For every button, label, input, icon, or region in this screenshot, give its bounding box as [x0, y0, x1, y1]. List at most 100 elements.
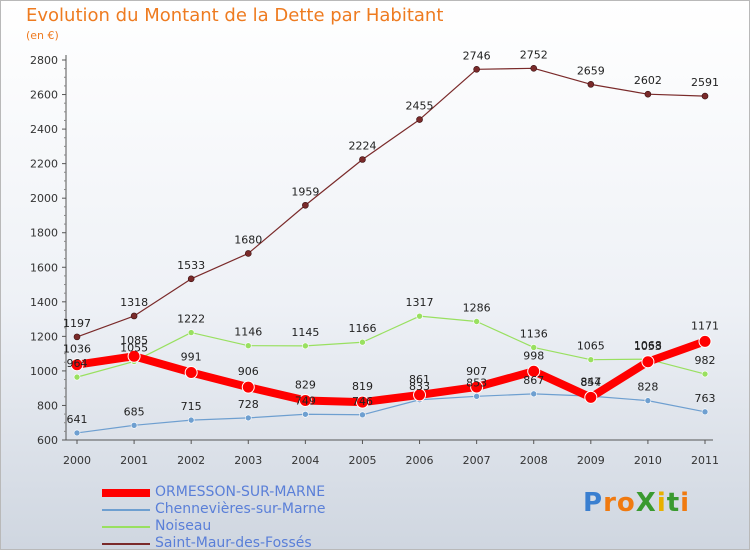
series-line-1	[76, 393, 706, 434]
data-point	[530, 390, 538, 398]
x-tick-label: 2004	[291, 454, 319, 467]
data-point	[187, 329, 195, 336]
data-label: 728	[238, 398, 259, 411]
data-label: 746	[352, 395, 373, 408]
logo-letter: i	[680, 488, 691, 518]
data-point	[302, 201, 309, 209]
data-point	[473, 66, 480, 73]
x-tick-label: 2001	[120, 454, 148, 467]
data-point	[130, 312, 138, 320]
data-label: 854	[580, 376, 601, 389]
data-point	[530, 344, 538, 351]
data-label: 1085	[120, 334, 148, 347]
legend-swatch	[102, 489, 150, 497]
data-point	[244, 250, 252, 257]
data-label: 819	[352, 380, 373, 393]
data-point	[701, 408, 709, 416]
data-label: 1136	[520, 327, 548, 340]
data-label: 1146	[234, 326, 262, 339]
data-label: 2224	[348, 139, 376, 152]
data-point	[130, 422, 138, 429]
legend-swatch	[102, 509, 150, 511]
data-label: 907	[466, 365, 487, 378]
data-point	[701, 92, 709, 100]
legend-label: Chennevières-sur-Marne	[155, 501, 326, 517]
y-tick-label: 1200	[30, 330, 58, 343]
data-point	[359, 338, 366, 346]
data-point	[244, 414, 252, 422]
data-label: 2591	[691, 76, 719, 89]
proxiti-logo: ProXiti	[583, 488, 690, 518]
data-point	[530, 64, 538, 72]
data-point	[473, 392, 480, 400]
data-label: 853	[466, 376, 487, 389]
x-tick-label: 2002	[177, 454, 205, 467]
chart-title: Evolution du Montant de la Dette par Hab…	[26, 5, 444, 26]
y-tick-label: 2000	[30, 192, 58, 205]
y-tick-label: 2200	[30, 158, 58, 171]
logo-letter: o	[616, 488, 636, 518]
data-point	[73, 373, 81, 381]
data-point	[359, 156, 366, 163]
data-label: 1533	[177, 259, 205, 272]
data-label: 1222	[177, 313, 205, 326]
data-label: 1197	[63, 317, 91, 330]
data-label: 828	[637, 381, 658, 394]
data-label: 1068	[634, 339, 662, 352]
data-label: 906	[238, 365, 259, 378]
series-line-3	[76, 67, 706, 338]
logo-letter: P	[583, 488, 604, 518]
data-label: 833	[409, 380, 430, 393]
data-label: 763	[695, 392, 716, 405]
x-tick-label: 2008	[520, 454, 548, 467]
data-point	[701, 370, 709, 378]
logo-letter: i	[656, 488, 667, 518]
data-point	[241, 380, 255, 394]
data-point	[244, 342, 252, 349]
data-point	[413, 388, 427, 402]
data-label: 964	[67, 357, 88, 370]
data-label: 1036	[63, 343, 91, 356]
data-point	[187, 275, 195, 283]
data-label: 867	[523, 374, 544, 387]
y-tick-label: 1400	[30, 296, 58, 309]
y-tick-label: 1800	[30, 227, 58, 240]
x-tick-label: 2005	[348, 454, 376, 467]
data-point	[73, 333, 81, 341]
data-label: 2746	[463, 49, 491, 62]
legend-label: Noiseau	[155, 518, 212, 534]
data-label: 1166	[348, 322, 376, 335]
x-tick-label: 2007	[463, 454, 491, 467]
data-label: 685	[124, 405, 145, 418]
data-point	[187, 416, 195, 424]
data-label: 2455	[406, 100, 434, 113]
data-point	[184, 365, 198, 379]
data-label: 715	[181, 400, 202, 413]
data-point	[470, 380, 484, 394]
data-point	[127, 349, 141, 363]
legend-label: Saint-Maur-des-Fossés	[155, 535, 312, 551]
data-label: 1171	[691, 319, 719, 332]
data-point	[587, 81, 595, 88]
data-point	[359, 411, 366, 419]
legend-swatch	[102, 543, 150, 545]
y-tick-label: 1600	[30, 261, 58, 274]
data-point	[298, 393, 312, 407]
chart-subtitle: (en €)	[26, 29, 59, 42]
y-tick-label: 600	[37, 434, 58, 447]
data-label: 641	[67, 413, 88, 426]
x-tick-label: 2010	[634, 454, 662, 467]
y-tick-label: 1000	[30, 365, 58, 378]
legend-swatch	[102, 526, 150, 528]
data-point	[473, 318, 480, 325]
data-label: 861	[409, 373, 430, 386]
data-point	[355, 395, 369, 409]
data-label: 847	[580, 375, 601, 388]
data-label: 2659	[577, 64, 605, 77]
data-point	[527, 364, 541, 378]
data-label: 1318	[120, 296, 148, 309]
data-point	[416, 116, 423, 123]
data-point	[644, 90, 652, 98]
